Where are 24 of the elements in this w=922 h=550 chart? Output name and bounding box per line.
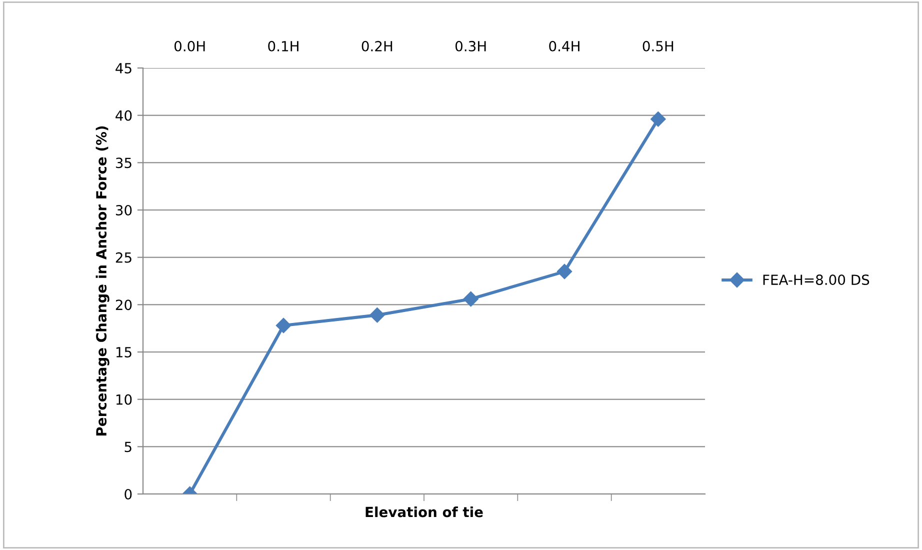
x-tick-label: 0.2H xyxy=(362,40,392,52)
y-tick-label: 15 xyxy=(116,347,132,358)
y-tick-label: 30 xyxy=(116,204,132,216)
y-tick-label: 35 xyxy=(116,158,132,168)
point xyxy=(276,318,292,334)
x-tick-label: 0.1H xyxy=(268,40,298,52)
legend-label: FEA-H=8.00 DS xyxy=(763,274,870,286)
y-tick-label: 0 xyxy=(124,488,132,500)
y-tick-label: 25 xyxy=(116,252,132,263)
y-tick-label: 20 xyxy=(116,300,132,310)
point xyxy=(463,291,478,307)
y-tick-label: 5 xyxy=(124,442,132,452)
x-tick-label: 0.4H xyxy=(549,40,580,52)
x-axis-title: Elevation of tie xyxy=(366,506,483,518)
y-tick-label: 10 xyxy=(116,394,132,405)
x-tick-label: 0.5H xyxy=(642,40,674,52)
point xyxy=(650,112,666,127)
x-tick-label: 0.3H xyxy=(455,40,486,52)
y-tick-label: 40 xyxy=(116,110,132,121)
y-tick-label: 45 xyxy=(116,63,132,74)
y-axis-title: Percentage Change in Anchor Force (%) xyxy=(96,126,110,436)
point xyxy=(556,264,572,280)
x-tick-label: 0.0H xyxy=(174,40,205,52)
point xyxy=(370,308,385,323)
